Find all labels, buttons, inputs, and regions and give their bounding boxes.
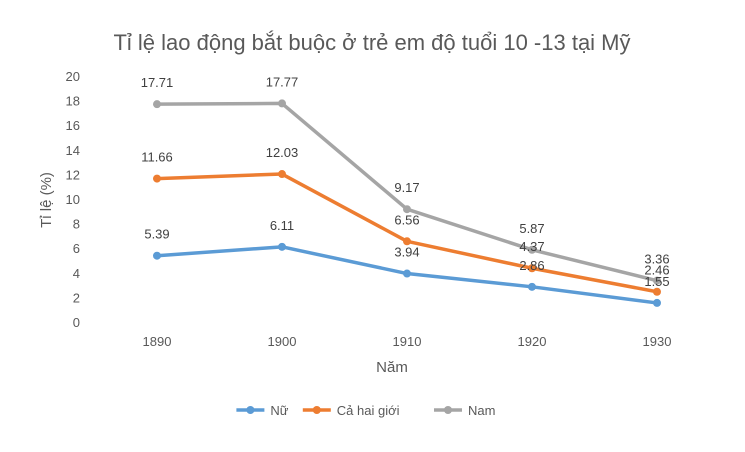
series-0	[153, 242, 661, 307]
data-label: 5.87	[519, 221, 544, 236]
y-tick-label: 18	[66, 94, 80, 109]
data-labels-layer: 5.39 6.11 3.94 2.86 1.55 11.66 12.03 6.56 4.37 2.…	[141, 74, 670, 289]
data-label: 12.03	[266, 145, 299, 160]
y-tick-label: 10	[66, 192, 80, 207]
legend-marker	[246, 406, 255, 414]
x-tick-label: 1920	[518, 334, 547, 349]
legend-label: Cả hai giới	[337, 403, 400, 418]
series-layer	[153, 99, 661, 307]
legend: Nữ Cả hai giới Nam	[236, 403, 495, 418]
data-label: 2.86	[519, 258, 544, 273]
data-point	[153, 100, 161, 109]
x-tick-label: 1890	[143, 334, 172, 349]
y-tick-label: 12	[66, 167, 80, 182]
x-tick-label: 1910	[393, 334, 422, 349]
data-point	[278, 99, 286, 108]
y-tick-label: 6	[73, 241, 80, 256]
data-point	[403, 237, 411, 246]
data-label: 5.39	[144, 227, 169, 242]
data-label: 11.66	[141, 150, 173, 165]
y-tick-label: 20	[66, 69, 80, 84]
data-label: 17.77	[266, 74, 299, 89]
legend-label: Nam	[468, 403, 495, 418]
data-point	[278, 170, 286, 179]
y-axis-ticks: 0 2 4 6 8 10 12 14 16 18 20	[66, 69, 80, 330]
chart-title: Tỉ lệ lao động bắt buộc ở trẻ em độ tuổi…	[113, 30, 630, 55]
data-label: 6.11	[270, 218, 294, 233]
legend-marker	[444, 406, 452, 414]
series-1	[153, 170, 661, 296]
data-point	[153, 174, 161, 183]
y-axis-title: Tỉ lệ (%)	[38, 172, 55, 228]
data-point	[653, 276, 661, 285]
y-tick-label: 8	[73, 217, 80, 232]
x-axis-ticks: 1890 1900 1910 1920 1930	[143, 334, 672, 349]
data-label: 9.17	[394, 180, 419, 195]
data-label: 3.36	[644, 252, 669, 267]
data-label: 3.94	[394, 245, 419, 260]
data-point	[528, 282, 536, 291]
data-point	[153, 251, 161, 260]
legend-label: Nữ	[270, 403, 288, 418]
data-point	[278, 242, 286, 251]
series-2	[153, 99, 661, 285]
y-tick-label: 2	[73, 290, 80, 305]
data-label: 1.55	[644, 274, 669, 289]
legend-item: Nữ	[236, 403, 289, 418]
data-label: 4.37	[519, 239, 544, 254]
x-tick-label: 1900	[268, 334, 297, 349]
data-point	[528, 264, 536, 273]
legend-item: Cả hai giới	[302, 403, 400, 418]
data-point	[653, 287, 661, 296]
x-tick-label: 1930	[643, 334, 672, 349]
data-point	[653, 298, 661, 307]
legend-marker	[312, 406, 321, 414]
data-point	[403, 269, 411, 278]
data-label: 2.46	[644, 263, 669, 278]
y-tick-label: 16	[66, 118, 80, 133]
data-point	[528, 245, 536, 254]
y-tick-label: 0	[73, 315, 80, 330]
data-point	[403, 205, 411, 214]
y-tick-label: 14	[66, 143, 80, 158]
legend-item: Nam	[434, 403, 495, 418]
y-tick-label: 4	[73, 266, 80, 281]
data-label: 6.56	[394, 212, 419, 227]
data-label: 17.71	[141, 75, 174, 90]
x-axis-title: Năm	[376, 359, 408, 376]
